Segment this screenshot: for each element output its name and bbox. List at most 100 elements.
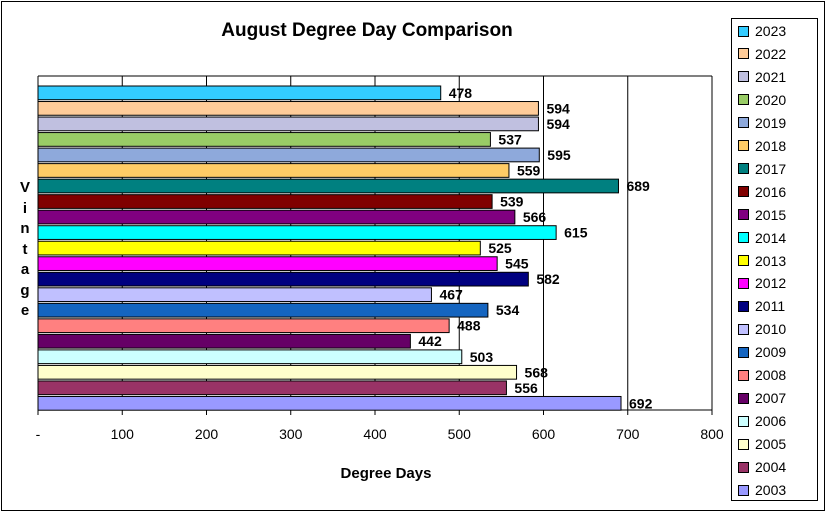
legend-item: 2012 — [738, 275, 786, 291]
x-tick-label: 200 — [195, 426, 219, 442]
legend-swatch — [738, 48, 749, 60]
legend: 2023 2022 2021 2020 2019 2018 2017 2016 2015 2014… — [731, 18, 818, 501]
legend-label: 2006 — [755, 413, 787, 430]
legend-item: 2004 — [738, 459, 786, 475]
bar — [37, 380, 507, 396]
legend-swatch — [738, 323, 749, 335]
x-tick-label: - — [36, 426, 41, 442]
y-axis-label-letter: i — [22, 199, 28, 217]
bar — [37, 271, 529, 287]
legend-swatch — [738, 415, 749, 427]
bar — [37, 256, 498, 271]
legend-swatch — [738, 392, 749, 404]
bar — [37, 194, 493, 209]
legend-swatch — [738, 461, 749, 473]
legend-swatch — [738, 209, 749, 221]
legend-item: 2018 — [738, 138, 786, 154]
bar — [37, 349, 463, 365]
legend-swatch — [738, 163, 749, 175]
data-label: 467 — [439, 287, 463, 303]
legend-label: 2018 — [755, 137, 787, 154]
legend-item: 2010 — [738, 321, 786, 337]
data-label: 692 — [629, 395, 653, 411]
data-label: 503 — [470, 349, 494, 365]
legend-swatch — [738, 438, 749, 450]
legend-swatch — [738, 71, 749, 83]
data-label: 595 — [547, 147, 571, 163]
data-label: 582 — [536, 271, 560, 287]
y-axis-label-letter: n — [20, 220, 30, 237]
x-tick-label: 700 — [616, 426, 640, 442]
legend-item: 2017 — [738, 161, 786, 177]
legend-label: 2007 — [755, 390, 787, 407]
chart-title: August Degree Day Comparison — [221, 20, 513, 41]
legend-label: 2021 — [755, 68, 787, 85]
data-label: 442 — [418, 333, 442, 349]
legend-item: 2021 — [738, 69, 786, 85]
legend-label: 2017 — [755, 160, 787, 177]
data-label: 537 — [498, 131, 522, 147]
x-tick-label: 400 — [363, 426, 387, 442]
legend-swatch — [738, 255, 749, 266]
legend-swatch — [738, 300, 749, 312]
legend-item: 2014 — [738, 230, 786, 246]
y-axis-label-letter: e — [20, 302, 30, 319]
legend-label: 2012 — [755, 275, 787, 292]
legend-label: 2016 — [755, 183, 787, 200]
bar — [37, 302, 489, 318]
data-label: 615 — [564, 225, 588, 241]
bar — [37, 147, 540, 163]
legend-label: 2009 — [755, 344, 787, 361]
legend-swatch — [738, 277, 749, 289]
legend-swatch — [738, 140, 749, 152]
legend-item: 2007 — [738, 390, 786, 406]
x-tick-label: 600 — [532, 426, 556, 442]
legend-label: 2022 — [755, 45, 787, 62]
y-axis-label-letter: V — [19, 179, 30, 196]
legend-item: 2023 — [738, 23, 786, 39]
bar — [37, 395, 622, 411]
legend-swatch — [738, 186, 749, 198]
y-axis-label-letter: t — [22, 240, 28, 258]
x-tick-label: 100 — [111, 426, 135, 442]
legend-label: 2019 — [755, 114, 787, 131]
bar — [37, 209, 516, 225]
bar — [37, 85, 442, 101]
legend-label: 2015 — [755, 206, 787, 223]
legend-label: 2020 — [755, 91, 787, 108]
legend-item: 2009 — [738, 344, 786, 360]
y-axis-label-letter: a — [20, 261, 30, 278]
legend-swatch — [738, 117, 749, 129]
legend-swatch — [738, 369, 749, 381]
x-tick-label: 300 — [279, 426, 303, 442]
y-axis-label-letter: g — [20, 281, 30, 299]
legend-item: 2011 — [738, 298, 785, 314]
legend-item: 2019 — [738, 115, 786, 131]
data-label: 545 — [505, 256, 529, 272]
x-axis-label: Degree Days — [340, 465, 432, 482]
bar — [37, 178, 619, 194]
bar — [37, 101, 539, 116]
data-label: 488 — [457, 318, 481, 334]
bar — [37, 225, 557, 240]
legend-item: 2005 — [738, 436, 786, 452]
legend-item: 2015 — [738, 207, 786, 223]
legend-label: 2023 — [755, 23, 787, 39]
bar — [37, 163, 510, 178]
bar — [37, 333, 411, 349]
x-tick-label: 500 — [448, 426, 472, 442]
bar — [37, 132, 491, 147]
legend-label: 2004 — [755, 459, 787, 476]
bar — [37, 116, 539, 132]
legend-swatch — [738, 232, 749, 244]
legend-label: 2011 — [755, 298, 786, 315]
legend-swatch — [738, 94, 749, 106]
legend-swatch — [738, 346, 749, 358]
legend-item: 2013 — [738, 253, 786, 269]
data-label: 525 — [488, 240, 512, 256]
legend-item: 2006 — [738, 413, 786, 429]
legend-label: 2008 — [755, 367, 787, 384]
legend-label: 2014 — [755, 229, 787, 246]
